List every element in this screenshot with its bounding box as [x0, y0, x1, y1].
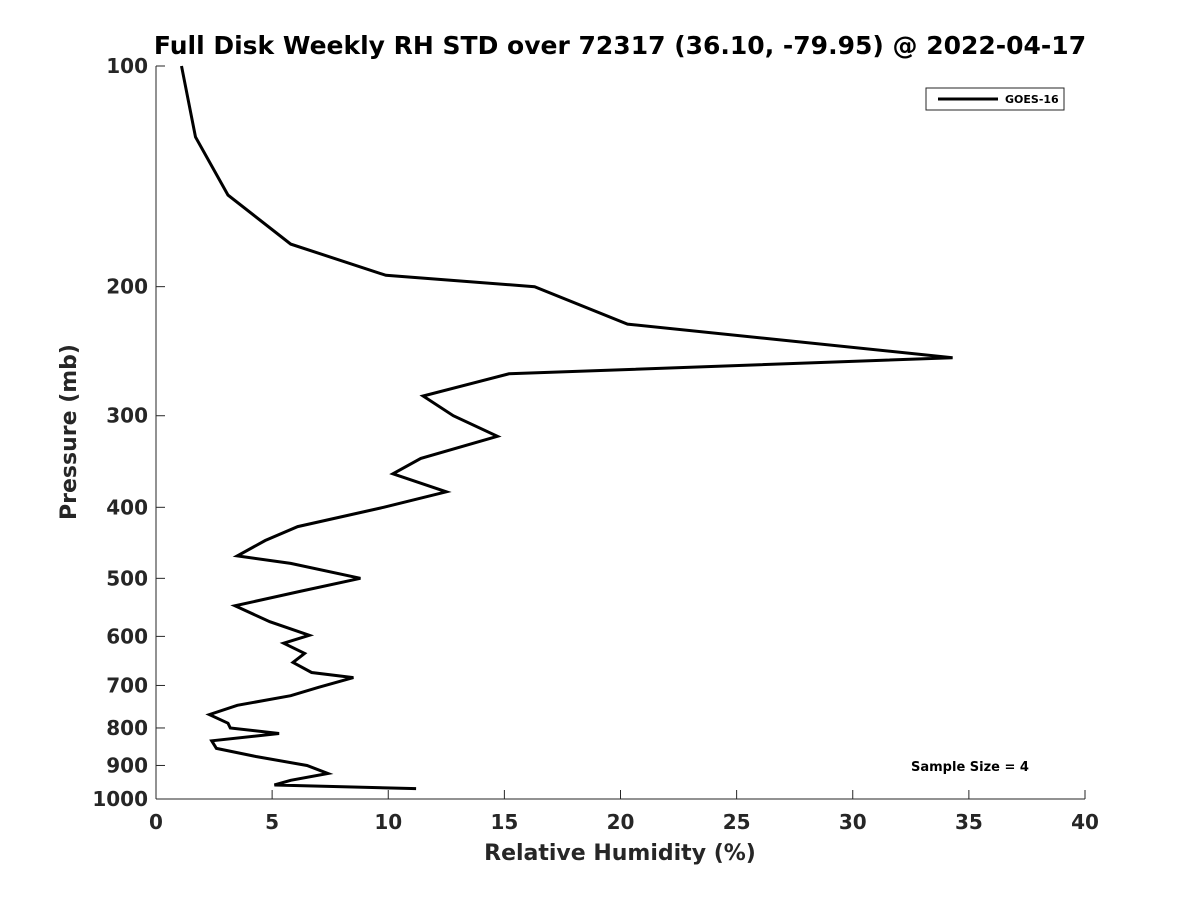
- y-tick-label: 800: [106, 716, 148, 740]
- chart-title: Full Disk Weekly RH STD over 72317 (36.1…: [154, 31, 1086, 60]
- y-axis-label: Pressure (mb): [57, 344, 82, 520]
- x-tick-label: 40: [1071, 810, 1099, 834]
- y-tick-label: 700: [106, 673, 148, 697]
- x-axis-label: Relative Humidity (%): [484, 841, 756, 866]
- x-axis: [155, 790, 1086, 800]
- y-tick-label: 900: [106, 753, 148, 777]
- y-axis: [155, 65, 165, 800]
- y-tick-label: 400: [106, 495, 148, 519]
- x-tick-label: 5: [265, 810, 279, 834]
- x-tick-label: 20: [607, 810, 635, 834]
- x-tick-label: 35: [955, 810, 983, 834]
- y-tick-label: 300: [106, 404, 148, 428]
- x-tick-labels: 0 5 10 15 20 25 30 35 40: [149, 810, 1099, 834]
- series-line-goes16: [180, 65, 953, 791]
- x-tick-label: 0: [149, 810, 163, 834]
- legend: GOES-16: [925, 87, 1065, 111]
- plot-area: [156, 66, 1085, 799]
- y-tick-labels: 100 200 300 400 500 600 700 800 900 1000: [92, 54, 148, 811]
- legend-label: GOES-16: [1005, 93, 1059, 106]
- y-tick-label: 600: [106, 624, 148, 648]
- x-tick-label: 30: [839, 810, 867, 834]
- y-tick-label: 200: [106, 275, 148, 299]
- x-tick-label: 10: [374, 810, 402, 834]
- y-tick-label: 1000: [92, 787, 148, 811]
- y-tick-label: 100: [106, 54, 148, 78]
- x-tick-label: 15: [490, 810, 518, 834]
- sample-size-annotation: Sample Size = 4: [911, 760, 1029, 775]
- x-tick-label: 25: [723, 810, 751, 834]
- y-tick-label: 500: [106, 566, 148, 590]
